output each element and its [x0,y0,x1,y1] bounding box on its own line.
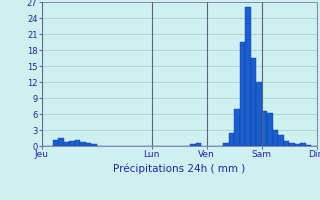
Bar [267,113,273,146]
Bar [245,7,251,146]
Bar [80,142,86,146]
Bar [256,82,262,146]
Bar [58,138,64,146]
Bar [306,145,311,146]
Bar [75,140,80,146]
Bar [223,143,229,146]
Bar [278,135,284,146]
Bar [86,143,91,146]
X-axis label: Précipitations 24h ( mm ): Précipitations 24h ( mm ) [113,163,245,174]
Bar [190,144,196,146]
Bar [262,111,267,146]
Bar [64,142,69,146]
Bar [251,58,256,146]
Bar [273,130,278,146]
Bar [69,141,75,146]
Bar [284,141,289,146]
Bar [196,143,201,146]
Bar [91,144,97,146]
Bar [240,42,245,146]
Bar [289,143,295,146]
Bar [229,133,234,146]
Bar [295,144,300,146]
Bar [234,109,240,146]
Bar [52,140,58,146]
Bar [300,143,306,146]
